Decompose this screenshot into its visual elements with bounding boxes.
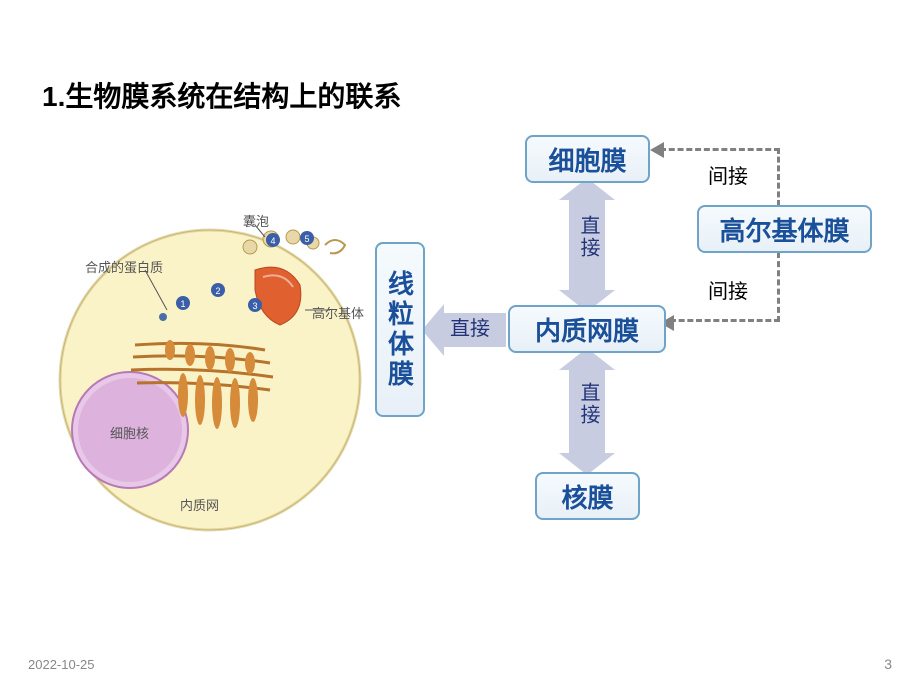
membrane-flowchart: 间接 间接 直接 直接 直接 细胞膜 高尔基体膜 内质网膜 核膜 线粒体膜 <box>370 120 900 560</box>
svg-text:2: 2 <box>215 286 220 296</box>
label-protein: 合成的蛋白质 <box>85 257 163 276</box>
footer-page-number: 3 <box>884 656 892 672</box>
svg-text:5: 5 <box>304 234 309 244</box>
label-nucleus: 细胞核 <box>110 423 149 442</box>
label-direct-down: 直接 <box>577 382 599 426</box>
label-indirect-top: 间接 <box>708 160 748 189</box>
dashed-arrow-head-top <box>650 142 664 158</box>
footer-date: 2022-10-25 <box>28 657 95 672</box>
svg-text:3: 3 <box>252 301 257 311</box>
cell-illustration: 1 2 3 4 5 合成的蛋白质 囊泡 高尔基体 细胞核 内质网 <box>55 195 365 535</box>
svg-text:1: 1 <box>180 299 185 309</box>
label-vesicle: 囊泡 <box>243 211 269 230</box>
label-golgi: 高尔基体 <box>312 303 364 322</box>
slide-title: 1.生物膜系统在结构上的联系 <box>42 75 401 115</box>
label-indirect-bottom: 间接 <box>708 275 748 304</box>
label-er: 内质网 <box>180 495 219 514</box>
box-mito-membrane: 线粒体膜 <box>375 242 425 417</box>
box-cell-membrane: 细胞膜 <box>525 135 650 183</box>
svg-text:4: 4 <box>270 236 275 246</box>
box-golgi-membrane: 高尔基体膜 <box>697 205 872 253</box>
label-direct-left: 直接 <box>450 318 490 340</box>
label-direct-up: 直接 <box>577 215 599 259</box>
box-er-membrane: 内质网膜 <box>508 305 666 353</box>
arrow-er-left-head <box>422 304 444 356</box>
box-nuclear-membrane: 核膜 <box>535 472 640 520</box>
